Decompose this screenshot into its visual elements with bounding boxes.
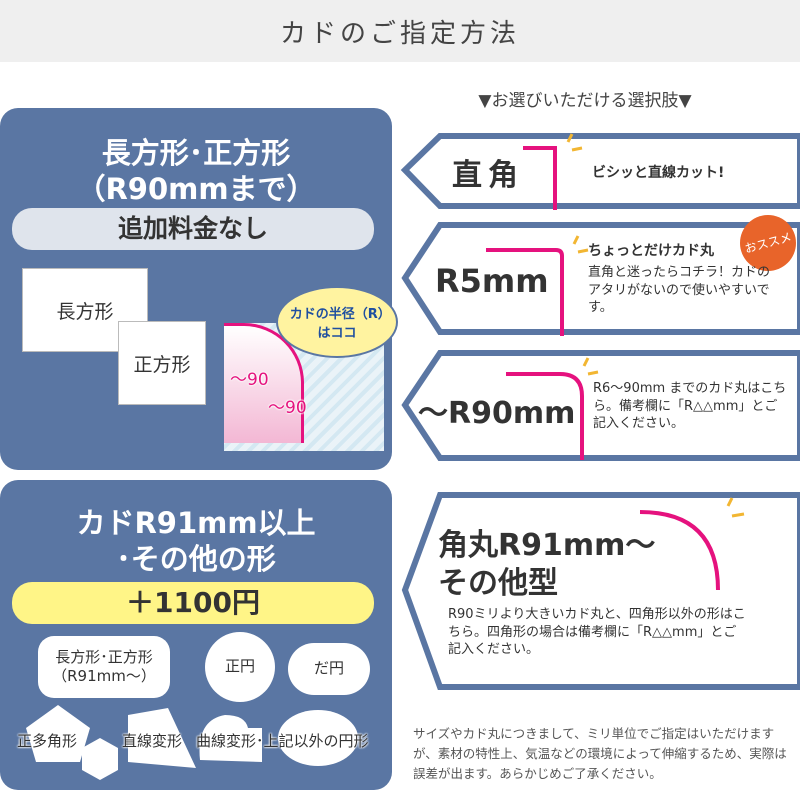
radius-label-2: ～90 (268, 398, 307, 418)
spark-icons (566, 133, 745, 518)
shape-silhouettes (26, 705, 358, 780)
options-subtitle: ▼お選びいただける選択肢▼ (478, 91, 692, 111)
standard-title-1: 長方形･正方形 (101, 136, 291, 170)
option-r91-desc: R90ミリより大きいカド丸と、四角形以外の形はこちら。四角形の場合は備考欄に「R… (448, 607, 746, 658)
label-straight: 直線変形 (122, 732, 183, 750)
option-r5-heading: ちょっとだけカド丸 (588, 243, 714, 259)
radius-bubble: カドの半径（R）はココ (276, 286, 398, 358)
option-right-angle-label: 直角 (452, 158, 524, 193)
standard-title-2: （R90mmまで） (76, 172, 316, 206)
extra-title-2: ･その他の形 (116, 542, 276, 576)
oval-shape (278, 710, 358, 766)
pentagon-shape (26, 705, 90, 762)
shape-rect-large: 長方形･正方形（R91mm～） (38, 636, 170, 698)
option-r5-desc: 直角と迷ったらコチラ！カドのアタリがないので使いやすいです。 (588, 265, 771, 316)
option-r90-label: ～R90mm (418, 396, 576, 431)
quad-shape (128, 708, 196, 768)
radius-label-1: ～90 (230, 370, 269, 390)
footnote: サイズやカド丸につきまして、ミリ単位でご指定はいただけますが、素材の特性上、気温… (413, 726, 787, 781)
extra-price: ＋1100円 (12, 582, 374, 624)
cloud-shape (199, 715, 262, 762)
shape-ellipse: だ円 (288, 643, 370, 695)
option-r90-desc: R6～90mm までのカド丸はこちら。備考欄に「R△△mm」とご記入ください。 (593, 381, 787, 432)
right-angle-corner-icon (523, 146, 557, 210)
hexagon-shape (82, 738, 118, 780)
shape-circle: 正円 (205, 632, 275, 702)
option-r91-label-2: その他型 (438, 566, 558, 601)
r90-corner-icon (506, 372, 584, 460)
extra-charge-panel: カドR91mm以上 ･その他の形 ＋1100円 長方形･正方形（R91mm～） … (0, 480, 392, 790)
r5-corner-icon (486, 248, 564, 336)
r91-corner-icon (639, 510, 720, 591)
label-polygon: 正多角形 (17, 732, 78, 750)
option-frame-r90 (401, 350, 800, 461)
option-frame-right-angle (400, 133, 800, 209)
option-right-angle-desc: ビシッと直線カット! (592, 165, 725, 181)
label-curved: 曲線変形･上記以外の円形 (196, 732, 369, 750)
option-r91-label-1: 角丸R91mm～ (438, 528, 656, 563)
extra-title-1: カドR91mm以上 (76, 506, 316, 540)
option-r5-label: R5mm (435, 262, 549, 300)
recommend-badge-bg (740, 215, 796, 271)
square-shape: 正方形 (118, 321, 206, 405)
page-title: カドのご指定方法 (0, 0, 800, 62)
standard-corner-panel: 長方形･正方形 （R90mmまで） 追加料金なし 長方形 正方形 ～90 ～90… (0, 108, 398, 470)
option-frame-r91 (401, 492, 800, 690)
standard-price: 追加料金なし (12, 208, 374, 250)
